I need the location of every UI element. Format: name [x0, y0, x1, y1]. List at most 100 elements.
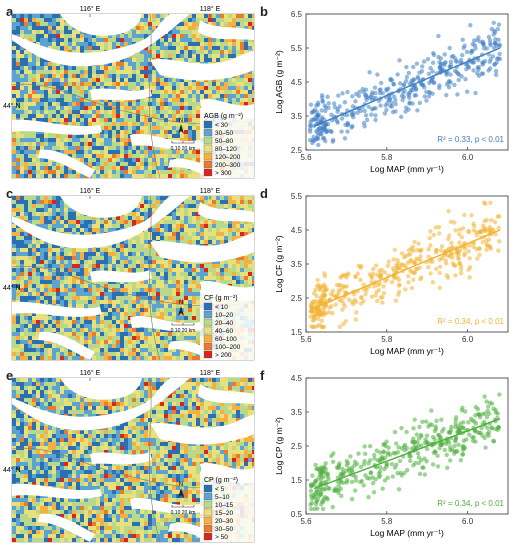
data-point [429, 422, 435, 428]
data-point [356, 451, 361, 456]
data-point [344, 112, 350, 118]
data-point [481, 223, 486, 228]
data-point [462, 212, 467, 218]
data-point [365, 475, 370, 481]
data-point [309, 496, 315, 501]
data-point [326, 486, 331, 491]
legend-label: > 200 [215, 352, 232, 359]
data-point [318, 491, 324, 497]
data-point [451, 263, 457, 268]
data-point [308, 506, 314, 512]
data-point [321, 289, 326, 295]
data-point [315, 316, 321, 322]
data-point [379, 273, 384, 279]
data-point [434, 418, 439, 424]
data-point [309, 500, 315, 506]
boundary-line [148, 196, 161, 360]
data-point [486, 237, 492, 242]
legend-swatch [203, 484, 213, 493]
data-point [415, 74, 421, 80]
data-point [449, 447, 455, 452]
data-point [379, 267, 385, 273]
data-point [420, 419, 425, 425]
data-point [463, 77, 468, 82]
data-point [378, 103, 383, 108]
data-point [484, 46, 490, 51]
data-point [391, 257, 396, 262]
data-point [473, 46, 478, 51]
svg-text:0 10 20 km: 0 10 20 km [171, 146, 196, 152]
data-point [344, 480, 349, 485]
data-point [323, 461, 328, 466]
data-point [460, 452, 465, 457]
data-point [495, 427, 501, 432]
data-point [358, 464, 364, 470]
data-point [402, 255, 407, 260]
data-point [444, 72, 449, 77]
data-point [487, 224, 492, 230]
data-point [390, 266, 396, 271]
data-point [393, 101, 398, 107]
data-point [348, 454, 353, 459]
data-point [395, 470, 400, 476]
data-point [488, 41, 493, 46]
data-point [482, 218, 487, 224]
data-point [310, 140, 315, 146]
data-point [431, 52, 437, 58]
data-point [372, 85, 378, 90]
legend-swatch [203, 334, 213, 343]
data-point [314, 478, 319, 483]
scale-bar: 0 10 20 km [171, 141, 196, 152]
data-point [414, 61, 420, 66]
legend-label: 80–120 [215, 146, 237, 153]
data-point [361, 287, 367, 292]
north-arrow-icon: N [178, 118, 184, 134]
data-point [399, 425, 404, 431]
legend-swatch [203, 508, 213, 517]
x-tick-label: 6.0 [462, 517, 474, 526]
data-point [321, 285, 327, 290]
legend-swatch [203, 310, 213, 319]
data-point [352, 459, 358, 465]
data-point [375, 458, 381, 463]
data-point [396, 487, 402, 492]
data-point [427, 235, 432, 241]
data-point [315, 113, 321, 119]
data-point [453, 415, 459, 420]
data-point [453, 421, 458, 426]
data-point [427, 89, 432, 95]
data-point [366, 494, 371, 500]
data-point [417, 471, 423, 477]
data-point [340, 91, 345, 96]
y-tick-label: 4.5 [291, 226, 303, 235]
data-point [496, 22, 502, 27]
data-point [371, 266, 376, 272]
scatter-cf: 1.5 2.5 3.5 4.5 5.5 5.6 5.8 6.0 Log MAP (mm yr⁻¹… [274, 192, 509, 356]
x-tick-label: 5.8 [381, 517, 393, 526]
data-point [377, 469, 383, 474]
data-point [475, 406, 481, 412]
data-point [403, 287, 408, 292]
data-point [340, 466, 345, 472]
legend-swatch [203, 318, 213, 327]
data-point [307, 129, 313, 134]
data-point [401, 90, 406, 95]
scatter-points [307, 20, 503, 148]
data-point [458, 267, 464, 272]
data-point [437, 264, 443, 269]
data-point [346, 271, 351, 276]
data-point [436, 224, 442, 230]
data-point [314, 103, 319, 108]
legend-swatch [203, 532, 213, 541]
data-point [468, 23, 473, 28]
data-point [416, 460, 421, 466]
data-point [476, 35, 481, 40]
data-point [452, 68, 458, 74]
data-point [462, 409, 468, 414]
data-point [411, 64, 416, 70]
panel-label-c: c [6, 186, 14, 201]
data-point [484, 414, 490, 420]
data-point [473, 90, 478, 96]
data-point [434, 266, 439, 272]
